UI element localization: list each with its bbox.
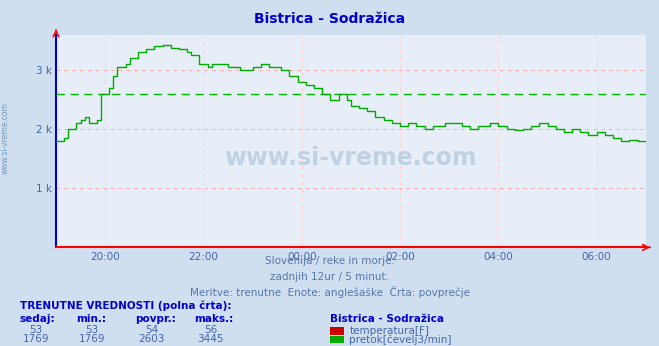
Text: Bistrica - Sodražica: Bistrica - Sodražica bbox=[254, 12, 405, 26]
Text: min.:: min.: bbox=[76, 315, 106, 324]
Text: 1769: 1769 bbox=[23, 334, 49, 344]
Text: 53: 53 bbox=[86, 325, 99, 335]
Text: pretok[čevelj3/min]: pretok[čevelj3/min] bbox=[349, 334, 452, 345]
Text: Meritve: trenutne  Enote: anglešaške  Črta: povprečje: Meritve: trenutne Enote: anglešaške Črta… bbox=[190, 286, 469, 298]
Text: Slovenija / reke in morje.: Slovenija / reke in morje. bbox=[264, 256, 395, 266]
Text: 2603: 2603 bbox=[138, 334, 165, 344]
Text: zadnjih 12ur / 5 minut.: zadnjih 12ur / 5 minut. bbox=[270, 272, 389, 282]
Text: 3445: 3445 bbox=[198, 334, 224, 344]
Text: TRENUTNE VREDNOSTI (polna črta):: TRENUTNE VREDNOSTI (polna črta): bbox=[20, 301, 231, 311]
Text: 1769: 1769 bbox=[79, 334, 105, 344]
Text: Bistrica - Sodražica: Bistrica - Sodražica bbox=[330, 315, 444, 324]
Text: 54: 54 bbox=[145, 325, 158, 335]
Text: 56: 56 bbox=[204, 325, 217, 335]
Text: temperatura[F]: temperatura[F] bbox=[349, 326, 429, 336]
Text: sedaj:: sedaj: bbox=[20, 315, 55, 324]
Text: 53: 53 bbox=[30, 325, 43, 335]
Text: maks.:: maks.: bbox=[194, 315, 234, 324]
Text: www.si-vreme.com: www.si-vreme.com bbox=[1, 102, 10, 174]
Text: www.si-vreme.com: www.si-vreme.com bbox=[225, 146, 477, 170]
Text: povpr.:: povpr.: bbox=[135, 315, 176, 324]
